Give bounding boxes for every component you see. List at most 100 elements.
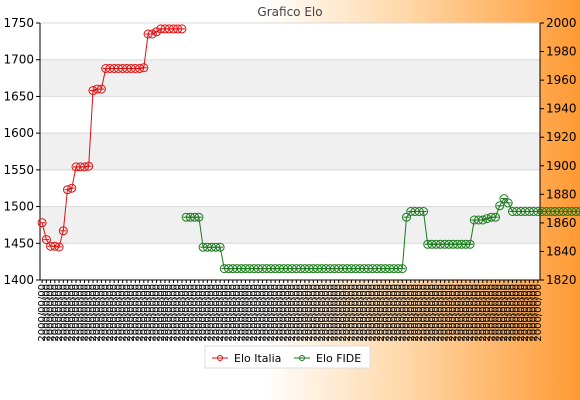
data-point: [84, 161, 94, 171]
x-tick-label: 2000/00/00: [122, 284, 133, 342]
x-tick-label: 2000/00/00: [283, 284, 294, 342]
x-tick-label: 2000/00/00: [376, 284, 387, 342]
x-tick-label: 2000/00/00: [329, 284, 340, 342]
x-tick-label: 2000/00/00: [482, 284, 493, 342]
x-tick-label: 2000/00/00: [185, 284, 196, 342]
x-tick-label: 2000/00/00: [444, 284, 455, 342]
x-tick-label: 2000/00/00: [139, 284, 150, 342]
legend-entry: Elo FIDE: [294, 352, 361, 365]
x-tick-label: 2000/00/00: [524, 284, 535, 342]
x-tick-label: 2000/00/00: [351, 284, 362, 342]
x-tick-label: 2000/00/00: [177, 284, 188, 342]
x-tick-label: 2000/00/00: [516, 284, 527, 342]
legend-box: [204, 345, 371, 369]
y-left-tick-label: 1750: [3, 16, 34, 30]
x-tick-label: 2000/00/00: [491, 284, 502, 342]
x-tick-label: 2000/00/00: [461, 284, 472, 342]
x-tick-label: 2000/00/00: [338, 284, 349, 342]
legend-label: Elo Italia: [234, 352, 281, 365]
x-tick-label: 2000/00/00: [279, 284, 290, 342]
x-tick-label: 2000/00/00: [207, 284, 218, 342]
x-tick-label: 2000/00/00: [135, 284, 146, 342]
x-tick-label: 2000/00/00: [101, 284, 112, 342]
x-tick-label: 2000/00/00: [228, 284, 239, 342]
y-right-tick-label: 1900: [546, 159, 577, 173]
x-tick-label: 2000/00/00: [304, 284, 315, 342]
x-tick-label: 2000/00/00: [96, 284, 107, 342]
x-tick-label: 2000/00/00: [164, 284, 175, 342]
x-tick-label: 2000/00/00: [346, 284, 357, 342]
x-tick-label: 2000/00/00: [37, 284, 48, 342]
x-tick-label: 2000/00/00: [529, 284, 540, 342]
x-tick-label: 2000/00/00: [465, 284, 476, 342]
x-tick-label: 2000/00/00: [317, 284, 328, 342]
y-right-tick-label: 1960: [546, 73, 577, 87]
x-tick-label: 2000/00/00: [495, 284, 506, 342]
x-tick-label: 2000/00/00: [232, 284, 243, 342]
x-tick-label: 2000/00/00: [241, 284, 252, 342]
x-tick-label: 2000/00/00: [287, 284, 298, 342]
data-point: [194, 212, 204, 222]
x-tick-label: 2000/00/00: [113, 284, 124, 342]
x-tick-label: 2000/00/00: [84, 284, 95, 342]
data-point: [177, 24, 187, 34]
data-point: [67, 183, 77, 193]
x-tick-label: 2000/00/00: [75, 284, 86, 342]
x-tick-label: 2000/00/00: [507, 284, 518, 342]
data-point: [495, 201, 505, 211]
x-tick-label: 2000/00/00: [372, 284, 383, 342]
x-tick-label: 2000/00/00: [130, 284, 141, 342]
data-point: [478, 215, 488, 225]
y-right-tick-label: 2000: [546, 16, 577, 30]
x-tick-label: 2000/00/00: [211, 284, 222, 342]
data-point: [419, 207, 428, 216]
y-left-tick-label: 1550: [3, 163, 34, 177]
x-tick-label: 2000/00/00: [274, 284, 285, 342]
x-tick-label: 2000/00/00: [253, 284, 264, 342]
x-tick-label: 2000/00/00: [300, 284, 311, 342]
x-tick-label: 2000/00/00: [245, 284, 256, 342]
x-tick-label: 2000/00/00: [499, 284, 510, 342]
x-tick-label: 2000/00/00: [385, 284, 396, 342]
x-tick-label: 2000/00/00: [431, 284, 442, 342]
x-tick-label: 2000/00/00: [105, 284, 116, 342]
x-tick-label: 2000/00/00: [71, 284, 82, 342]
x-tick-label: 2000/00/00: [410, 284, 421, 342]
legend-swatch-marker: [217, 355, 223, 361]
x-tick-label: 2000/00/00: [520, 284, 531, 342]
data-point: [63, 185, 72, 195]
y-left-tick-label: 1400: [3, 273, 34, 287]
x-tick-label: 2000/00/00: [440, 284, 451, 342]
x-tick-label: 2000/00/00: [143, 284, 154, 342]
x-tick-label: 2000/00/00: [67, 284, 78, 342]
series-elo-fide: [181, 194, 580, 274]
y-axis-right: 1820 1840 1860 1880 1900 1920 1940 1960 1980 2000: [539, 16, 577, 287]
data-point: [139, 63, 149, 73]
x-tick-label: 2000/00/00: [423, 284, 434, 342]
x-tick-label: 2000/00/00: [342, 284, 353, 342]
y-right-tick-label: 1820: [546, 273, 577, 287]
x-tick-label: 2000/00/00: [198, 284, 209, 342]
x-tick-label: 2000/00/00: [457, 284, 468, 342]
data-point: [215, 242, 225, 252]
x-axis: 2000/00/002000/00/002000/00/002000/00/00…: [37, 279, 544, 342]
x-tick-label: 2000/00/00: [380, 284, 391, 342]
x-tick-label: 2000/00/00: [181, 284, 192, 342]
x-tick-label: 2000/00/00: [406, 284, 417, 342]
y-right-tick-label: 1840: [546, 244, 577, 258]
x-tick-label: 2000/00/00: [92, 284, 103, 342]
x-tick-label: 2000/00/00: [486, 284, 497, 342]
data-point: [571, 207, 580, 216]
x-tick-label: 2000/00/00: [402, 284, 413, 342]
x-tick-label: 2000/00/00: [313, 284, 324, 342]
grid-band: [40, 59, 540, 97]
x-tick-label: 2000/00/00: [435, 284, 446, 342]
x-tick-label: 2000/00/00: [63, 284, 74, 342]
x-tick-label: 2000/00/00: [368, 284, 379, 342]
x-tick-label: 2000/00/00: [266, 284, 277, 342]
x-tick-label: 2000/00/00: [452, 284, 463, 342]
data-point: [58, 226, 68, 236]
x-tick-label: 2000/00/00: [262, 284, 273, 342]
plot-area: [40, 23, 540, 280]
y-left-tick-label: 1500: [3, 200, 34, 214]
